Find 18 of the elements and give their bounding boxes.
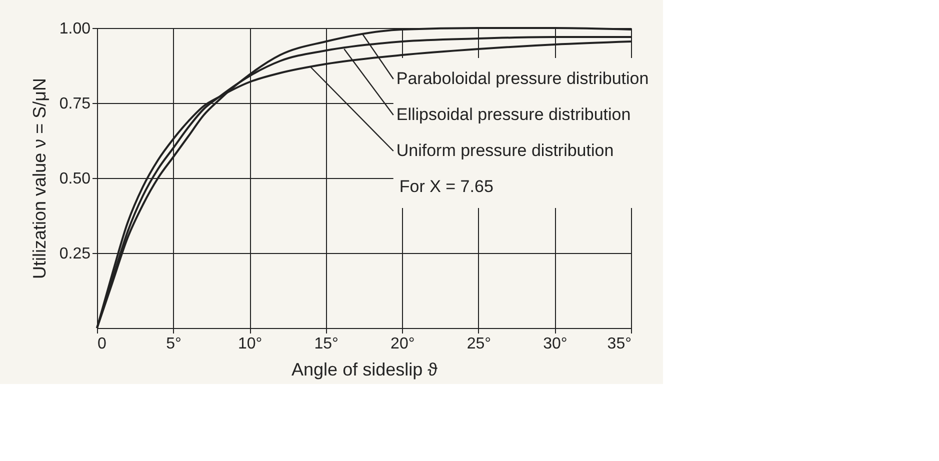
- y-tick-label: 0.25: [59, 246, 91, 262]
- x-axis-title: Angle of sideslip ϑ: [292, 360, 438, 380]
- y-tick-label: 0.75: [59, 96, 91, 112]
- x-tick-label: 35°: [607, 336, 632, 352]
- x-tick-label: 5°: [166, 336, 182, 352]
- y-axis-title: Utilization value ν = S/μN: [29, 78, 50, 279]
- y-tick-label: 0.50: [59, 170, 91, 188]
- annotation: Paraboloidal pressure distribution: [396, 69, 649, 88]
- annotation: For Χ = 7.65: [399, 177, 494, 196]
- y-tick-label: 1.00: [59, 20, 91, 38]
- x-tick-label: 10°: [238, 336, 262, 352]
- annotation: Uniform pressure distribution: [396, 141, 614, 160]
- x-tick-label: 15°: [314, 336, 338, 352]
- annotation: Ellipsoidal pressure distribution: [396, 105, 631, 124]
- x-tick-label: 20°: [390, 336, 415, 352]
- x-tick-label: 0: [98, 336, 106, 352]
- x-tick-label: 30°: [543, 336, 568, 352]
- x-tick-label: 25°: [466, 336, 492, 352]
